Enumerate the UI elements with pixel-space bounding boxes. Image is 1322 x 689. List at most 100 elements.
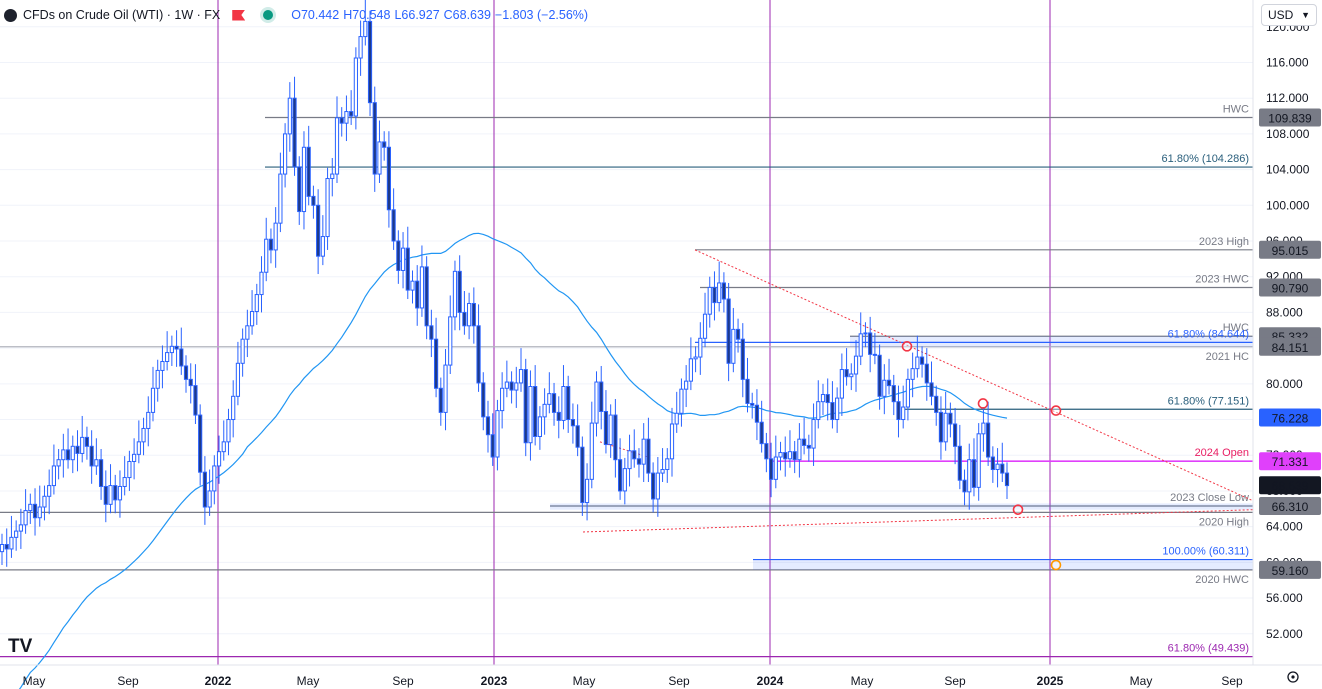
candle-down [84, 436, 90, 447]
candle-up [325, 178, 330, 238]
candle-down [339, 117, 344, 124]
ohlc-open: O70.442 [291, 8, 340, 22]
candle-up [528, 386, 533, 444]
candle-down [896, 401, 901, 421]
time-axis[interactable]: May Sep 2022 May Sep 2023 May Sep 2024 May Sep 2025… [23, 674, 1243, 688]
level-label: 100.00% (60.311) [1162, 546, 1249, 558]
candle-up [9, 536, 14, 550]
candle-up [660, 469, 665, 474]
price-badge [1259, 278, 1321, 297]
candle-down [938, 411, 944, 443]
candle-up [443, 364, 448, 413]
candle-down [438, 387, 443, 413]
currency-select[interactable]: USD ▼ [1261, 4, 1317, 26]
level-label: 2020 High [1199, 516, 1249, 528]
candle-up [882, 379, 887, 397]
candle-down [570, 419, 576, 427]
candle-down [32, 503, 38, 519]
y-tick-label: 108.000 [1266, 127, 1310, 141]
candle-up [320, 236, 325, 257]
candle-down [962, 479, 967, 493]
y-tick-label: 80.000 [1266, 377, 1303, 391]
symbol-title[interactable]: CFDs on Crude Oil (WTI) · 1W · FX [23, 8, 221, 22]
candle-down [566, 386, 571, 421]
candle-up [23, 510, 28, 526]
candle-down [971, 459, 977, 488]
candle-up [542, 403, 547, 418]
x-tick-label: May [573, 674, 596, 688]
x-tick-label: May [1130, 674, 1153, 688]
level-label: HWC [1223, 103, 1249, 115]
candle-up [905, 378, 911, 408]
x-tick-label: 2025 [1037, 674, 1064, 688]
plot-area [0, 0, 1253, 665]
candle-up [863, 332, 868, 335]
level-label: 61.80% (104.286) [1162, 153, 1249, 165]
candle-up [816, 401, 821, 421]
price-badge-label: 66.310 [1272, 500, 1309, 514]
candle-down [924, 363, 929, 384]
market-status-icon[interactable] [263, 10, 274, 20]
candle-down [485, 416, 491, 436]
level-label: 61.80% (84.644) [1168, 328, 1249, 340]
candle-down [919, 356, 925, 365]
candle-up [231, 395, 236, 421]
candle-down [986, 422, 991, 458]
candle-down [551, 393, 557, 413]
candle-up [216, 451, 222, 467]
candle-up [665, 458, 670, 471]
candle-down [651, 472, 656, 500]
x-tick-label: 2023 [481, 674, 508, 688]
price-badge [1259, 452, 1321, 471]
candle-up [853, 355, 859, 375]
x-tick-label: Sep [944, 674, 966, 688]
touch-marker [1012, 504, 1024, 515]
candle-up [641, 438, 646, 465]
candles [0, 0, 1010, 567]
candle-up [707, 286, 712, 315]
candle-up [28, 503, 33, 512]
candle-up [594, 381, 599, 424]
candle-up [42, 495, 47, 508]
candle-down [509, 381, 514, 391]
candle-down [316, 204, 321, 257]
moving-average [18, 232, 1008, 689]
candle-down [721, 282, 727, 300]
x-tick-label: 2022 [205, 674, 232, 688]
candle-up [561, 386, 566, 421]
candle-up [245, 325, 250, 340]
candle-up [18, 524, 23, 532]
candle-up [500, 387, 505, 412]
y-tick-label: 88.000 [1266, 305, 1303, 319]
level-zone [850, 336, 1253, 347]
candle-down [646, 438, 651, 474]
candle-down [306, 146, 311, 197]
flag-icon[interactable] [232, 9, 246, 21]
candle-up [207, 490, 212, 508]
candle-down [712, 286, 717, 304]
candle-up [0, 543, 5, 553]
candle-down [198, 414, 203, 473]
x-tick-label: Sep [1221, 674, 1243, 688]
y-tick-label: 104.000 [1266, 163, 1310, 177]
candle-down [98, 459, 104, 487]
candle-up [141, 427, 146, 443]
candle-up [448, 316, 453, 366]
touch-marker [1050, 405, 1062, 416]
candle-up [679, 388, 684, 414]
candle-up [330, 173, 335, 180]
candle-down [952, 423, 958, 447]
candle-up [400, 247, 406, 271]
candle-up [108, 485, 113, 505]
x-tick-label: May [297, 674, 320, 688]
settings-icon[interactable] [1287, 671, 1299, 683]
tradingview-logo[interactable]: TV [8, 636, 33, 657]
candle-down [556, 411, 561, 421]
candle-up [589, 422, 594, 480]
candle-up [684, 380, 689, 390]
price-axis[interactable]: 120.000116.000112.000108.000104.000100.0… [1266, 20, 1310, 641]
candle-down [1000, 463, 1005, 474]
candle-up [94, 459, 99, 467]
candle-up [47, 485, 52, 497]
